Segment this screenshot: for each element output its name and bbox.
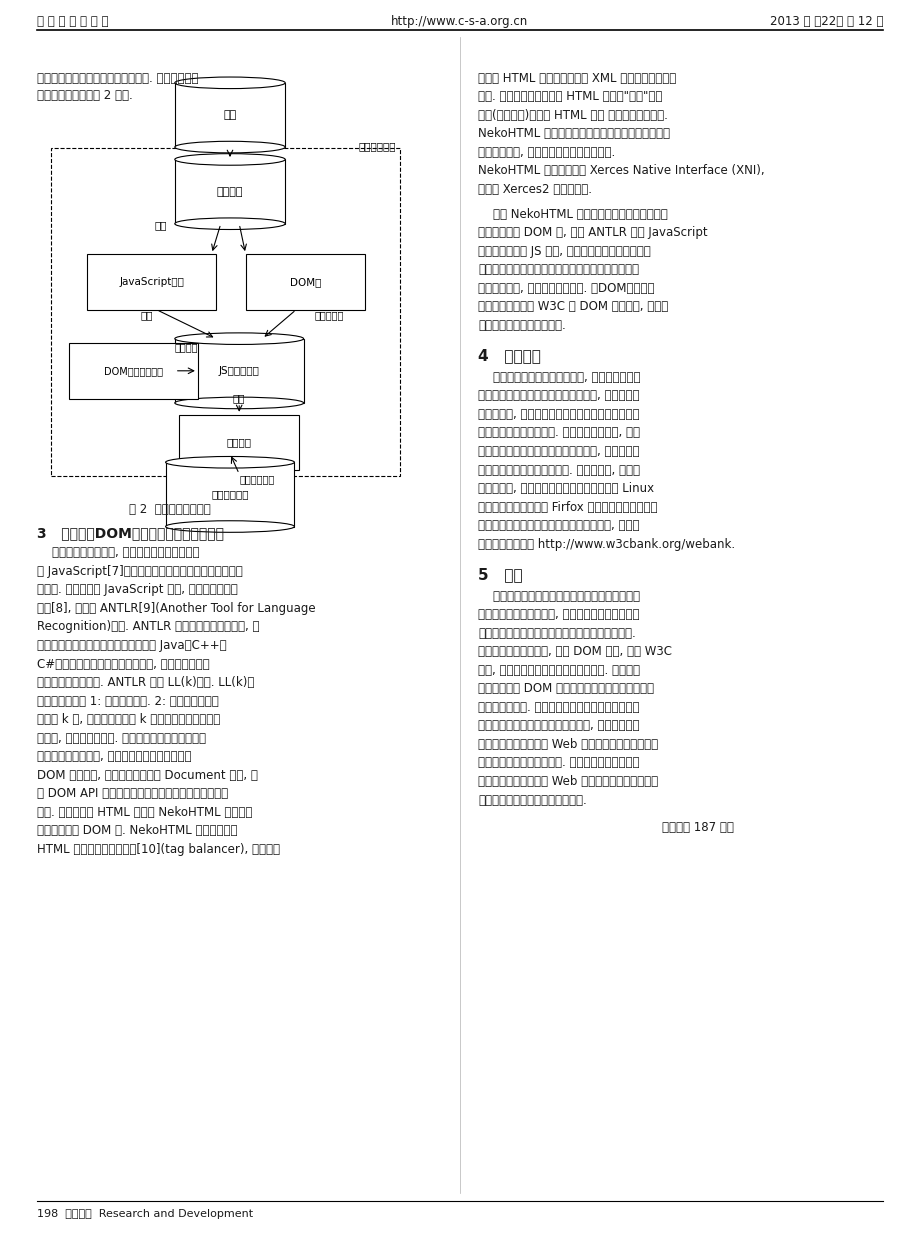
Text: 页代码进行重构. 使用网页自动重构工具将会对现有: 页代码进行重构. 使用网页自动重构工具将会对现有 [478,701,640,714]
Text: 现跨系统跨浏览器的兼容性. 因此本文提出的方案对: 现跨系统跨浏览器的兼容性. 因此本文提出的方案对 [478,756,640,770]
Text: （下转第 187 页）: （下转第 187 页） [662,821,733,834]
Ellipse shape [175,218,285,230]
Text: 4   实验结果: 4 实验结果 [478,349,540,363]
Text: 实现一个基于 DOM 模型的自动规范化重构工具对网: 实现一个基于 DOM 模型的自动规范化重构工具对网 [478,682,653,696]
Bar [175,83,285,147]
Ellipse shape [165,520,294,533]
Text: 198  研究发展  Research and Development: 198 研究发展 Research and Development [37,1209,253,1219]
Text: 作者(人或机器)在编写 HTML 文档 过程中常犯的错误.: 作者(人或机器)在编写 HTML 文档 过程中常犯的错误. [478,109,667,122]
Ellipse shape [175,141,285,153]
Text: 够依据给出的语法规则生成相应的基于 Java、C++或: 够依据给出的语法规则生成相应的基于 Java、C++或 [37,639,226,653]
Bar [175,339,303,403]
Text: 计 算 机 系 统 应 用: 计 算 机 系 统 应 用 [37,15,108,27]
Text: 生成: 生成 [233,393,245,403]
Text: 并且使用中国银行网上银行的几乎全部页面, 详情可: 并且使用中国银行网上银行的几乎全部页面, 详情可 [478,519,640,533]
Text: 规范, 从而实现了网页跨浏览器的兼容性. 最后通过: 规范, 从而实现了网页跨浏览器的兼容性. 最后通过 [478,664,640,677]
Text: 针对中国银行网上银行进行重构的项目, 通过构造自: 针对中国银行网上银行进行重构的项目, 通过构造自 [478,389,640,403]
Text: 目将重构工具部署在一台中间服务器上, 当用户设置: 目将重构工具部署在一台中间服务器上, 当用户设置 [478,445,640,459]
Text: 为测试对网页代码的重构效果, 特别发起了一个: 为测试对网页代码的重构效果, 特别发起了一个 [478,371,641,384]
Text: 系统下用多种浏览器如 Firfox 等都可以十分顺利登陆: 系统下用多种浏览器如 Firfox 等都可以十分顺利登陆 [478,501,657,514]
Bar [87,255,216,310]
Text: 实现了对现存的不规范 Web 应用遗留系统的规范化实: 实现了对现存的不规范 Web 应用遗留系统的规范化实 [478,738,658,751]
Text: 查询、遍历: 查询、遍历 [314,310,344,320]
Bar [245,255,365,310]
Text: NekoHTML 能增补缺失的父元素、自动用结束标签关: NekoHTML 能增补缺失的父元素、自动用结束标签关 [478,127,670,141]
Text: 2013 年 第22卷 第 12 期: 2013 年 第22卷 第 12 期 [769,15,882,27]
Text: 信息. 这个解析器能够扫描 HTML 文件并"修正"许多: 信息. 这个解析器能够扫描 HTML 文件并"修正"许多 [478,90,662,104]
Text: NekoHTML 的开发使用了 Xerces Native Interface (XNI),: NekoHTML 的开发使用了 Xerces Native Interface … [478,164,765,178]
Text: 代码进行自动规范化来对网页代码实现重构的做法.: 代码进行自动规范化来对网页代码实现重构的做法. [478,627,635,640]
Text: 档预处理得到 DOM 树, 使用 ANTLR 作为 JavaScript: 档预处理得到 DOM 树, 使用 ANTLR 作为 JavaScript [478,226,708,240]
Text: 整个工作过程如下图 2 所示.: 整个工作过程如下图 2 所示. [37,89,132,103]
Bar [69,344,198,399]
Text: 3   构造基于DOM模型规范的自动重构工具: 3 构造基于DOM模型规范的自动重构工具 [37,527,223,540]
Text: 最多是 k 个, 当编译程序递归 k 次仍无法找到匹配的产: 最多是 k 个, 当编译程序递归 k 次仍无法找到匹配的产 [37,713,220,727]
Bar [165,462,294,527]
Text: 代码解析器解析 JS 代码, 使用解析过程中获取的上下: 代码解析器解析 JS 代码, 使用解析过程中获取的上下 [478,245,651,258]
Text: 图 2  重构工具工作过程: 图 2 重构工具工作过程 [129,503,210,517]
Text: 正则规划: 正则规划 [226,438,252,447]
Text: C#的词法分析器或语法分析器代码, 极大地提高了自: C#的词法分析器或语法分析器代码, 极大地提高了自 [37,658,210,671]
Text: 部分的. 针对具体的 JavaScript 脚本, 构造一个语言解: 部分的. 针对具体的 JavaScript 脚本, 构造一个语言解 [37,583,237,597]
Text: JavaScript代码: JavaScript代码 [119,277,184,287]
Text: 后者是 Xerces2 的实现基础.: 后者是 Xerces2 的实现基础. [478,183,592,197]
Text: 闭相应的元素, 以及不匹配的内嵌元素标签.: 闭相应的元素, 以及不匹配的内嵌元素标签. [478,146,615,159]
Text: 析器[8], 采用了 ANTLR[9](Another Tool for Language: 析器[8], 采用了 ANTLR[9](Another Tool for Lan… [37,602,315,616]
Text: DOM非规范对照表: DOM非规范对照表 [104,366,163,376]
Text: 代理服务器为中间服务器即可. 实验结果为, 当使用: 代理服务器为中间服务器即可. 实验结果为, 当使用 [478,464,640,477]
Text: 在我们的具体实现中, 采用的是对嵌入到网页中: 在我们的具体实现中, 采用的是对嵌入到网页中 [37,546,199,560]
Text: http://www.c-s-a.org.cn: http://www.c-s-a.org.cn [391,15,528,27]
Text: 网银的网页代码进行测试. 为了方便用户测试, 该项: 网银的网页代码进行测试. 为了方便用户测试, 该项 [478,426,640,440]
Text: HTML 扫描器和标签补偿器[10](tag balancer), 使得程序: HTML 扫描器和标签补偿器[10](tag balancer), 使得程序 [37,843,279,857]
Text: 使用 NekoHTML 作为预处理器对输入的网页文: 使用 NekoHTML 作为预处理器对输入的网页文 [478,208,667,221]
Text: DOM树: DOM树 [289,277,321,287]
Text: 应用到网页上: 应用到网页上 [240,475,275,485]
Bar [175,159,285,224]
Text: 用 DOM API 可以轻松地对整个网页内容进行遍历、查: 用 DOM API 可以轻松地对整个网页内容进行遍历、查 [37,787,228,801]
Text: 法书写的限制是 1: 不能用左递归. 2: 向前看的字符数: 法书写的限制是 1: 不能用左递归. 2: 向前看的字符数 [37,695,219,708]
Text: 浏览器兼容性问题的原因, 提出了针对非规范的网页: 浏览器兼容性问题的原因, 提出了针对非规范的网页 [478,608,640,622]
Text: 网页文档的规范化有非常积极的意义, 以较小的代价: 网页文档的规范化有非常积极的意义, 以较小的代价 [478,719,640,733]
Text: 的 JavaScript[7]脚本代码进行解析并发现和纠正不兼容: 的 JavaScript[7]脚本代码进行解析并发现和纠正不兼容 [37,565,243,578]
Text: 询等. 使用开源的 HTML 解析器 NekoHTML 可以把网: 询等. 使用开源的 HTML 解析器 NekoHTML 可以把网 [37,806,252,819]
Text: 重构依据: 重构依据 [175,342,198,352]
Text: 本文通过分析当前我国许多网站网页代码出现的: 本文通过分析当前我国许多网站网页代码出现的 [478,590,640,603]
Text: DOM 模型出来, 使用解析后得到的 Document 对象, 使: DOM 模型出来, 使用解析后得到的 Document 对象, 使 [37,769,257,782]
Text: 行编写分析器的效率. ANTLR 接受 LL(k)文法. LL(k)文: 行编写分析器的效率. ANTLR 接受 LL(k)文法. LL(k)文 [37,676,254,690]
Text: 输入: 输入 [154,220,167,231]
Text: 具有非常强的实用价值和推广价值.: 具有非常强的实用价值和推广价值. [478,794,586,807]
Text: 网页文档作为输入时, 就是需要从网页文档解析出: 网页文档作为输入时, 就是需要从网页文档解析出 [37,750,191,764]
Text: 于解决国内广泛存在的 Web 应用跨浏览器兼容性问题: 于解决国内广泛存在的 Web 应用跨浏览器兼容性问题 [478,775,658,789]
Ellipse shape [175,77,285,89]
Text: 重构工具后, 在多种系统包括特别是龙芯上的 Linux: 重构工具后, 在多种系统包括特别是龙芯上的 Linux [478,482,653,496]
Text: 生式时, 则句子识别失败. 重构工具的程序数据库在以: 生式时, 则句子识别失败. 重构工具的程序数据库在以 [37,732,206,745]
Text: 能解析 HTML 文档并用标准的 XML 接口来访问其中的: 能解析 HTML 文档并用标准的 XML 接口来访问其中的 [478,72,675,85]
Text: 参照本项目的网站 http://www.w3cbank.org/webank.: 参照本项目的网站 http://www.w3cbank.org/webank. [478,538,734,551]
Ellipse shape [175,153,285,166]
Text: 代码予以纠正, 起到了重构的作用. 非DOM兼容的代: 代码予以纠正, 起到了重构的作用. 非DOM兼容的代 [478,282,654,295]
Text: Recognition)实现. ANTLR 能够接受文法语言描述, 能: Recognition)实现. ANTLR 能够接受文法语言描述, 能 [37,620,259,634]
Text: 页解析出一棵 DOM 树. NekoHTML 是一个简单地: 页解析出一棵 DOM 树. NekoHTML 是一个简单地 [37,824,237,838]
Text: 输入: 输入 [141,310,153,320]
Text: JS代码解析器: JS代码解析器 [219,366,259,376]
Ellipse shape [175,332,303,345]
Text: 自动重构后的网页代码, 遵照 DOM 模型, 符合 W3C: 自动重构后的网页代码, 遵照 DOM 模型, 符合 W3C [478,645,672,659]
Text: 些是构造自动化重构工具的必要条件. 则重构工具的: 些是构造自动化重构工具的必要条件. 则重构工具的 [37,72,199,85]
Text: 动重构工具, 对含有较多浏览器兼容问题的中国银行: 动重构工具, 对含有较多浏览器兼容问题的中国银行 [478,408,640,421]
Ellipse shape [165,456,294,468]
Text: 文信息和浏览器兼容性对照表则可以识别并对非兼容: 文信息和浏览器兼容性对照表则可以识别并对非兼容 [478,263,639,277]
Text: 网页: 网页 [223,110,236,120]
Bar [179,415,299,471]
Text: 码重构后完全符合 W3C 的 DOM 模型规范, 且易维: 码重构后完全符合 W3C 的 DOM 模型规范, 且易维 [478,300,668,314]
Text: 自动重构工具: 自动重构工具 [357,141,395,151]
Text: 5   总结: 5 总结 [478,567,523,582]
Text: 护、易扩充、代码更加健壮.: 护、易扩充、代码更加健壮. [478,319,565,332]
Text: 跨浏览器网页: 跨浏览器网页 [211,489,248,499]
Ellipse shape [175,397,303,409]
Text: 抽取工具: 抽取工具 [217,187,243,197]
